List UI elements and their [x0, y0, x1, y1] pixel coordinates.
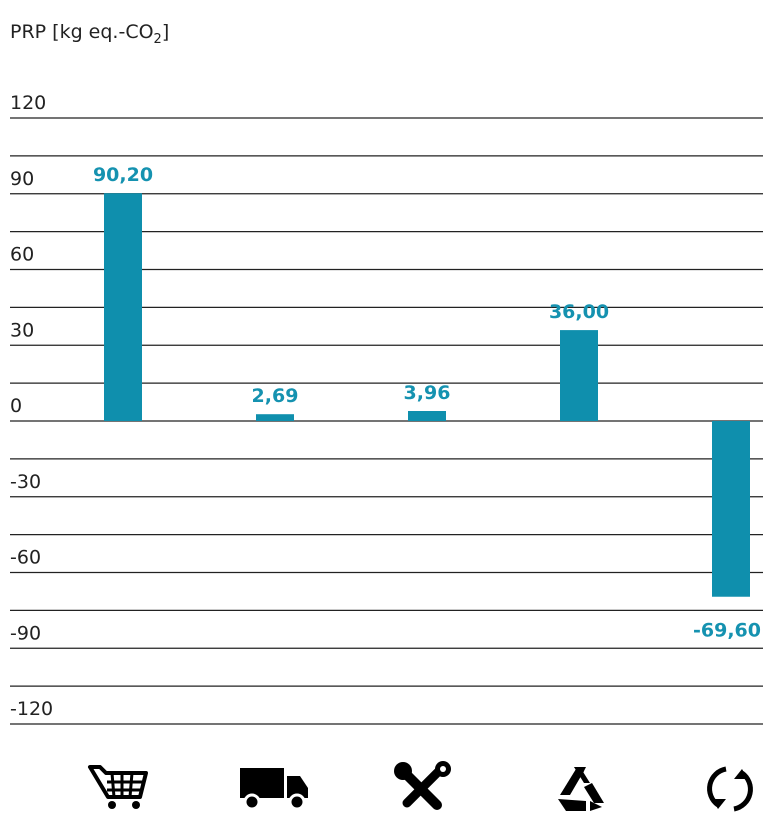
bars: 90,20 2,69 3,96 36,00 -69,60 — [93, 164, 761, 641]
category-icons — [88, 761, 753, 812]
bar-value-label: 2,69 — [252, 385, 299, 407]
bar-value-label: 90,20 — [93, 164, 153, 186]
tools-icon — [394, 761, 451, 810]
y-tick-label: 0 — [10, 395, 22, 417]
y-tick-label: -30 — [10, 471, 41, 493]
bar — [408, 411, 446, 421]
recycle-icon — [558, 767, 604, 811]
bar-value-label: 3,96 — [404, 382, 451, 404]
bar-value-label: 36,00 — [549, 301, 609, 323]
bar — [712, 421, 750, 597]
y-tick-label: 90 — [10, 168, 34, 190]
y-tick-label: 30 — [10, 319, 34, 341]
bar — [256, 414, 294, 421]
y-tick-label: -60 — [10, 547, 41, 569]
y-tick-label: -90 — [10, 622, 41, 644]
shopping-cart-icon — [88, 765, 148, 809]
bar — [560, 330, 598, 421]
bar — [104, 193, 142, 421]
y-axis-title-subscript: 2 — [154, 32, 162, 47]
y-tick-label: -120 — [10, 698, 53, 720]
y-axis-title-main: PRP [kg eq.-CO — [10, 21, 154, 43]
y-tick-label: 120 — [10, 92, 46, 114]
y-tick-label: 60 — [10, 244, 34, 266]
truck-icon — [240, 768, 308, 811]
y-axis-title: PRP [kg eq.-CO2] — [10, 21, 169, 47]
cycle-icon — [707, 766, 753, 812]
y-axis-title-suffix: ] — [162, 21, 169, 43]
bar-value-label: -69,60 — [693, 620, 761, 642]
